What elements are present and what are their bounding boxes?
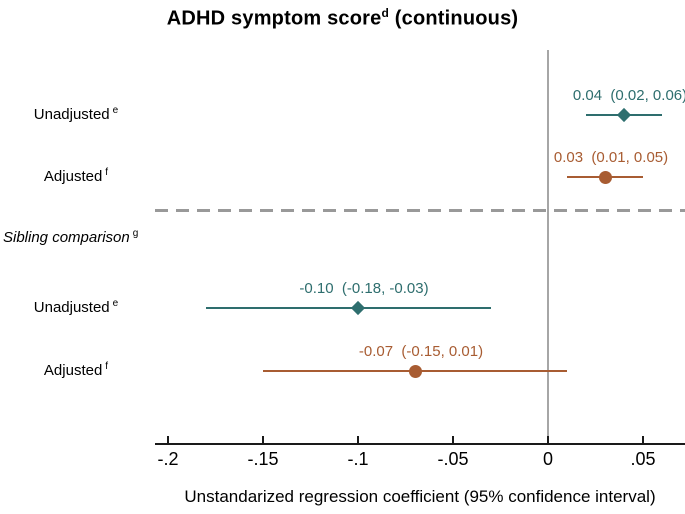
x-axis-tick: [547, 436, 549, 443]
row-label: Adjusted f: [0, 166, 152, 188]
confidence-interval-line: [206, 307, 491, 309]
point-estimate-marker-circle: [598, 170, 612, 184]
point-estimate-marker-circle: [408, 364, 422, 378]
section-label-superscript: g: [132, 228, 139, 239]
row-label-superscript: f: [105, 361, 109, 372]
row-label-text: Adjusted: [43, 168, 103, 185]
x-axis-tick-label: -.2: [157, 449, 179, 469]
row-label: Unadjusted e: [0, 297, 152, 319]
row-label-text: Unadjusted: [33, 299, 110, 316]
section-label-text: Sibling comparison: [3, 229, 130, 246]
estimate-value-label: -0.07 (-0.15, 0.01): [358, 343, 484, 360]
x-axis-tick-label: -.05: [437, 449, 469, 469]
chart-title-superscript: d: [381, 6, 390, 20]
x-axis-tick-label: -.1: [347, 449, 369, 469]
row-label-superscript: f: [105, 167, 109, 178]
chart-title: ADHD symptom scored (continuous): [0, 6, 685, 31]
row-label: Adjusted f: [0, 360, 152, 382]
estimate-value-label: 0.03 (0.01, 0.05): [553, 149, 669, 166]
chart-title-suffix: (continuous): [389, 7, 519, 30]
x-axis-tick: [642, 436, 644, 443]
x-axis-tick: [452, 436, 454, 443]
row-label-text: Adjusted: [43, 362, 103, 379]
x-axis-tick: [357, 436, 359, 443]
row-label-superscript: e: [112, 105, 119, 116]
point-estimate-marker-diamond: [350, 300, 366, 316]
point-estimate-marker-diamond: [616, 107, 632, 123]
x-axis-tick-label: -.15: [247, 449, 279, 469]
row-label-text: Unadjusted: [33, 106, 110, 123]
x-axis-tick: [167, 436, 169, 443]
x-axis-tick-label: .05: [630, 449, 656, 469]
x-axis-title: Unstandarized regression coefficient (95…: [184, 487, 656, 506]
section-divider-dashed-line: [155, 209, 685, 212]
chart-title-text: ADHD symptom score: [166, 7, 382, 30]
sibling-comparison-section-label: Sibling comparison g: [3, 228, 138, 246]
row-label-superscript: e: [112, 298, 119, 309]
x-axis-tick-label: 0: [542, 449, 553, 469]
x-axis-tick: [262, 436, 264, 443]
estimate-value-label: -0.10 (-0.18, -0.03): [299, 280, 429, 297]
x-axis-line: [155, 443, 685, 445]
row-label: Unadjusted e: [0, 104, 152, 126]
estimate-value-label: 0.04 (0.02, 0.06): [572, 87, 685, 104]
zero-reference-line: [547, 50, 549, 443]
